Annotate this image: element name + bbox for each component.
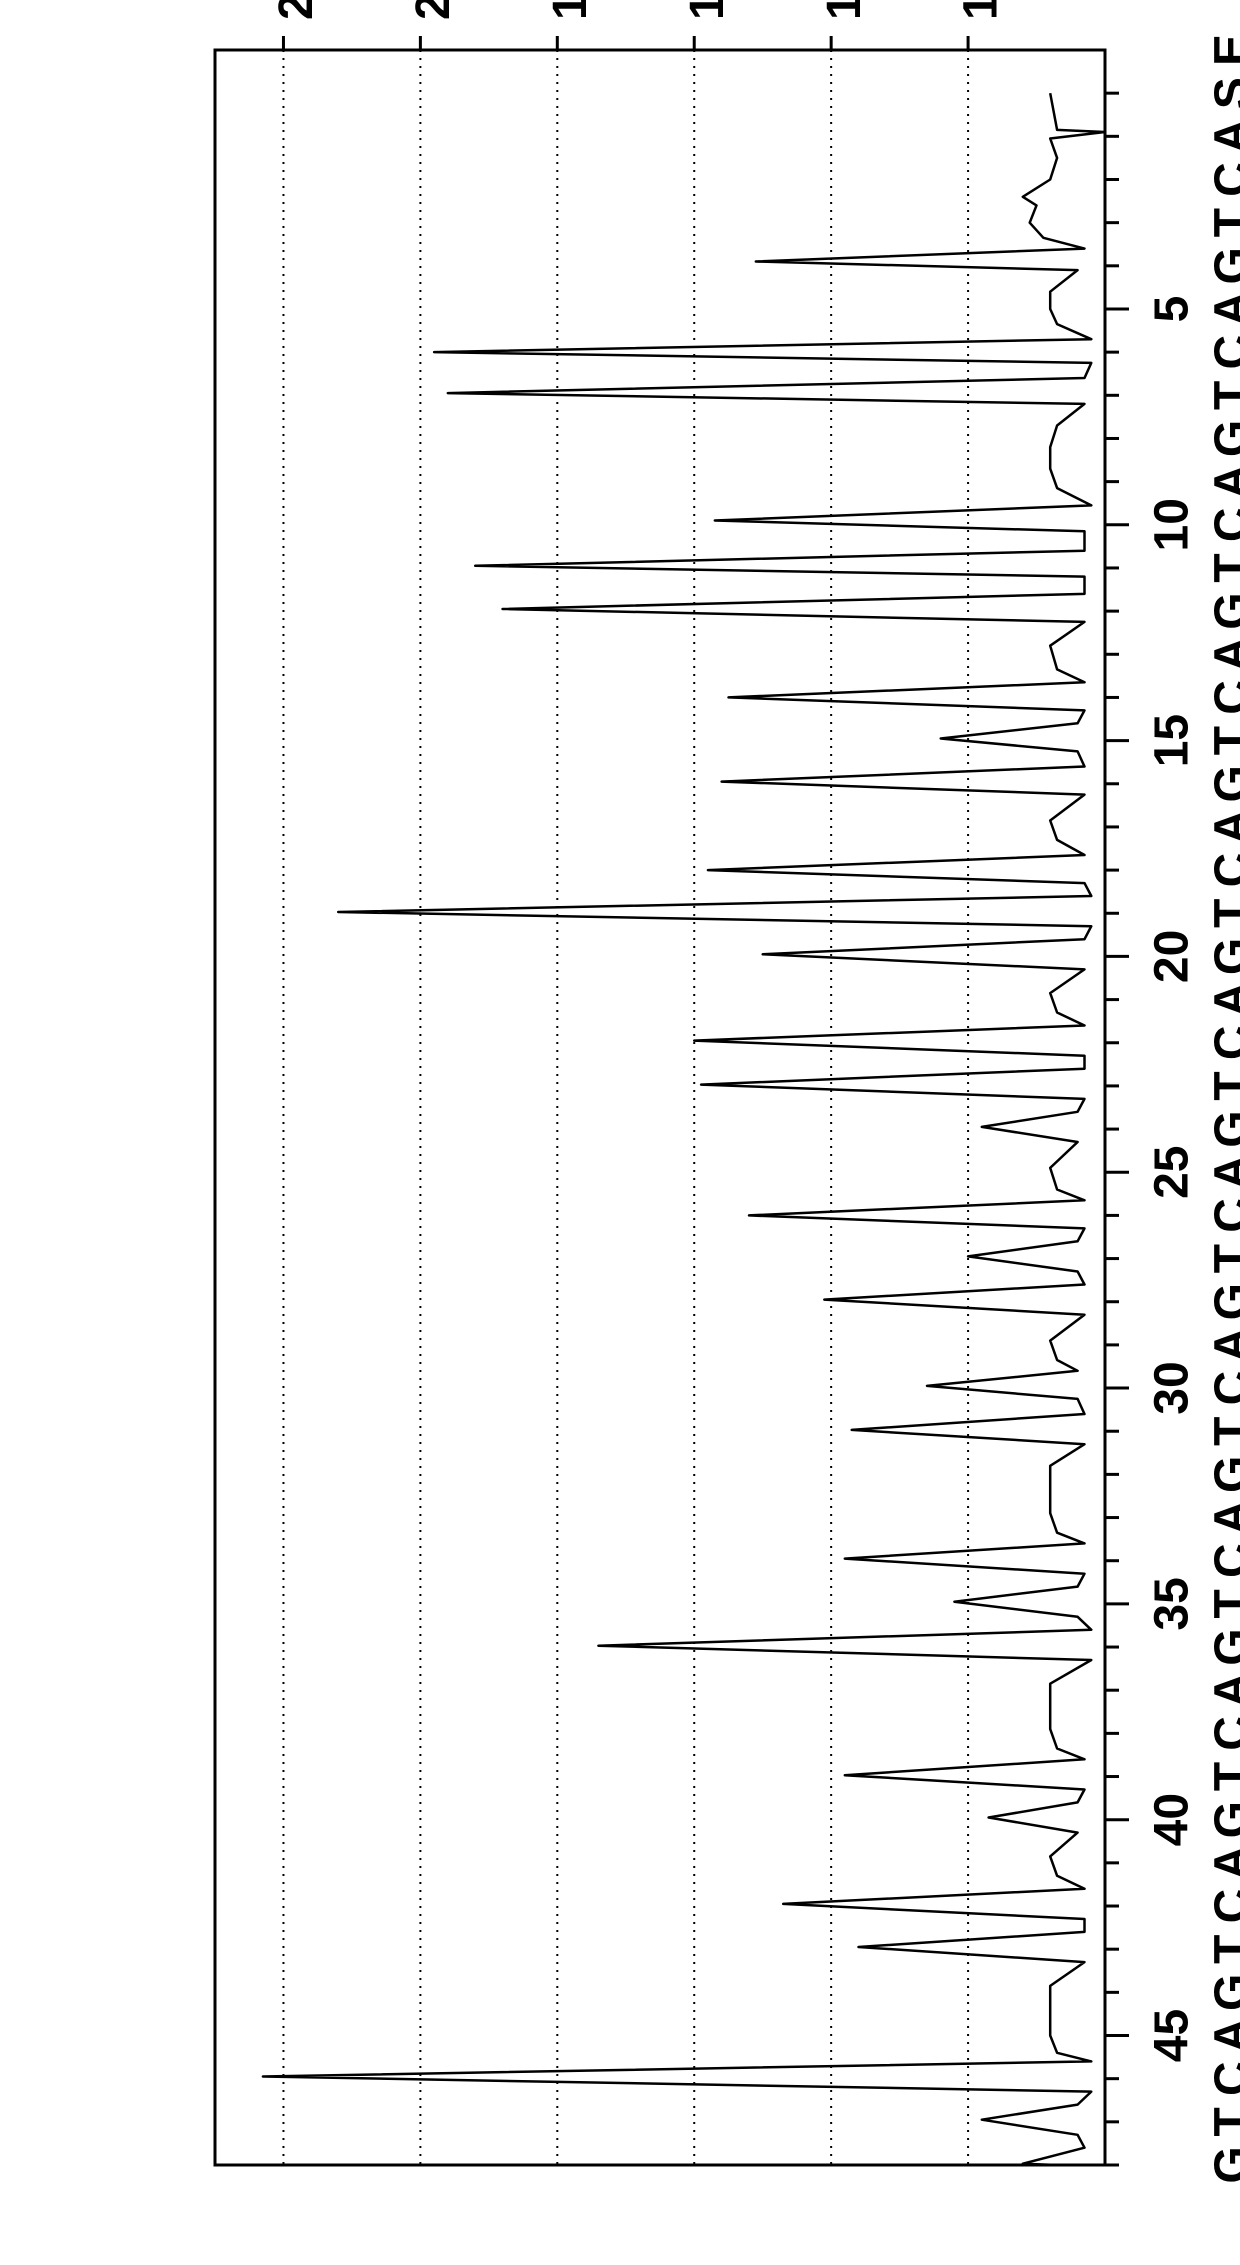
sequence-letter: G [1206,765,1240,802]
x-tick-label: 45 [1146,2009,1199,2062]
sequence-letter: A [1206,464,1240,499]
sequence-letter: A [1206,1155,1240,1190]
sequence-letter: C [1206,1716,1240,1751]
sequence-letter: T [1206,1071,1240,1100]
sequence-letter: T [1206,208,1240,237]
x-tick-label: 5 [1146,296,1199,323]
sequence-letter: G [1206,2146,1240,2183]
sequence-letter: C [1206,1198,1240,1233]
sequence-letter: A [1206,292,1240,327]
sequence-letter: A [1206,1846,1240,1881]
sequence-letter: G [1206,247,1240,284]
chart-container: { "chart": { "type": "line", "orientatio… [0,0,1240,2265]
sequence-letter: S [1206,77,1240,109]
y-tick-label: 140 [818,0,871,20]
sequence-letter: G [1206,1110,1240,1147]
sequence-letter: G [1206,1283,1240,1320]
sequence-letter: C [1206,680,1240,715]
sequence-letter: T [1206,899,1240,928]
sequence-letter: C [1206,1025,1240,1060]
sequence-letter: C [1206,162,1240,197]
sequence-letter: C [1206,335,1240,370]
x-tick-label: 40 [1146,1793,1199,1846]
sequence-letter: A [1206,2018,1240,2053]
plot-border [215,50,1105,2165]
x-tick-label: 20 [1146,930,1199,983]
sequence-letter: C [1206,1543,1240,1578]
y-tick-label: 160 [681,0,734,20]
sequence-letter: T [1206,1589,1240,1618]
sequence-letter: G [1206,1628,1240,1665]
sequence-letter: C [1206,2061,1240,2096]
y-tick-label: 180 [544,0,597,20]
sequence-letter: A [1206,119,1240,154]
sequence-letter: T [1206,553,1240,582]
sequence-letter: A [1206,1673,1240,1708]
sequence-letter: A [1206,982,1240,1017]
x-tick-label: 10 [1146,498,1199,551]
sequence-letter: G [1206,1456,1240,1493]
sequence-letter: T [1206,1935,1240,1964]
sequence-letter: T [1206,1762,1240,1791]
sequence-letter: T [1206,2107,1240,2136]
y-tick-label: 200 [407,0,460,20]
sequence-letter: A [1206,1328,1240,1363]
sequence-letter: C [1206,1371,1240,1406]
sequence-letter: G [1206,938,1240,975]
trace-line [263,93,1105,2165]
y-tick-label: 220 [270,0,323,20]
sequence-letter: G [1206,1801,1240,1838]
x-tick-label: 15 [1146,714,1199,767]
sequence-letter: C [1206,853,1240,888]
chart-svg: 12014016018020022051015202530354045ESACT… [0,0,1240,2265]
sequence-letter: A [1206,1500,1240,1535]
sequence-letter: T [1206,1417,1240,1446]
sequence-letter: G [1206,1974,1240,2011]
sequence-letter: T [1206,726,1240,755]
sequence-letter: E [1206,34,1240,66]
x-tick-label: 35 [1146,1577,1199,1630]
y-tick-label: 120 [955,0,1008,20]
sequence-letter: C [1206,1889,1240,1924]
sequence-letter: C [1206,507,1240,542]
x-tick-label: 25 [1146,1146,1199,1199]
sequence-letter: T [1206,381,1240,410]
x-tick-label: 30 [1146,1361,1199,1414]
sequence-letter: A [1206,637,1240,672]
sequence-letter: G [1206,592,1240,629]
sequence-letter: G [1206,420,1240,457]
sequence-letter: A [1206,810,1240,845]
sequence-letter: T [1206,1244,1240,1273]
